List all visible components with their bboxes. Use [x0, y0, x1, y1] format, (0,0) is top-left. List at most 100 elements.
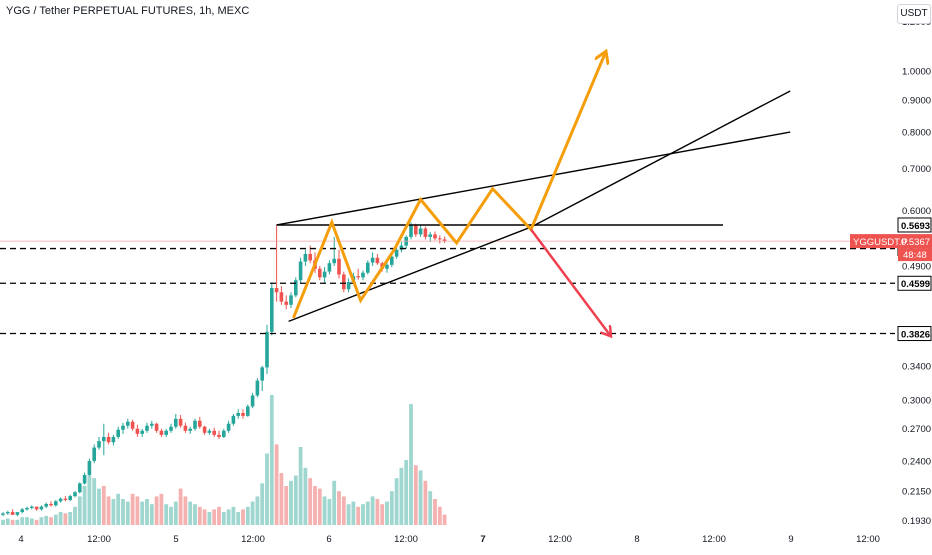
candle-body	[150, 423, 154, 426]
candle-body	[159, 430, 164, 435]
volume-bar	[1, 519, 5, 525]
candle-body	[15, 512, 20, 515]
candle-body	[346, 282, 351, 290]
volume-bar	[77, 496, 82, 525]
y-tick-label: 0.8000	[902, 128, 931, 139]
candle-body	[255, 380, 260, 396]
candle-body	[102, 436, 106, 442]
volume-bar	[178, 488, 183, 525]
volume-bar	[73, 506, 77, 525]
last-price-tag	[850, 234, 932, 249]
volume-bar	[140, 501, 145, 525]
volume-bar	[423, 480, 428, 525]
candle-body	[207, 430, 212, 433]
x-tick-label: 12:00	[856, 534, 880, 545]
candle-body	[202, 426, 207, 433]
volume-bar	[428, 491, 433, 525]
candle-body	[154, 423, 159, 431]
candle-body	[92, 447, 96, 461]
volume-bar	[207, 512, 212, 525]
volume-bar	[341, 496, 346, 525]
volume-bar	[145, 499, 149, 525]
x-tick-label: 7	[480, 534, 485, 545]
candle-body	[342, 274, 346, 290]
y-tick-label: 0.1930	[902, 516, 931, 527]
volume-bar	[409, 404, 413, 525]
candle-body	[188, 428, 192, 431]
candle-body	[63, 498, 68, 500]
price-label-text: 0.5693	[901, 221, 930, 232]
volume-bar	[231, 506, 236, 525]
candle-body	[116, 429, 120, 437]
y-tick-label: 0.6000	[902, 206, 931, 217]
candle-body	[260, 367, 264, 381]
volume-bar	[5, 518, 10, 525]
candle-body	[111, 436, 116, 443]
volume-bar	[159, 493, 164, 525]
candle-body	[226, 423, 231, 431]
orange-projection-path	[292, 53, 605, 319]
volume-bar	[289, 480, 293, 525]
volume-bar	[97, 488, 101, 525]
volume-bar	[164, 504, 169, 525]
y-tick-label: 0.2150	[902, 486, 931, 497]
volume-bar	[130, 493, 135, 525]
volume-bar	[332, 480, 337, 525]
candle-body	[1, 513, 5, 515]
volume-bar	[87, 475, 92, 525]
volume-bar	[433, 499, 437, 525]
candle-body	[274, 288, 279, 293]
candle-body	[212, 430, 216, 435]
candle-body	[193, 420, 197, 429]
candle-body	[414, 225, 418, 235]
volume-bar	[437, 506, 442, 525]
volume-bar	[394, 478, 399, 525]
candle-body	[303, 253, 308, 262]
volume-bar	[298, 447, 303, 525]
volume-bar	[183, 496, 188, 525]
volume-bar	[63, 513, 68, 525]
volume-bar	[236, 512, 241, 525]
volume-bar	[255, 496, 260, 525]
volume-bar	[226, 509, 231, 525]
x-tick-label: 4	[18, 534, 23, 545]
currency-button[interactable]: USDT	[897, 4, 931, 24]
volume-bar	[356, 506, 361, 525]
candle-body	[385, 264, 389, 269]
volume-bar	[351, 501, 356, 525]
candle-body	[25, 507, 29, 510]
candle-body	[178, 418, 183, 426]
candle-body	[231, 415, 236, 424]
volume-bar	[221, 512, 226, 525]
volume-bar	[361, 504, 365, 525]
y-tick-label: 1.0000	[902, 67, 931, 78]
candle-body	[308, 253, 312, 261]
candle-body	[438, 238, 442, 240]
x-tick-label: 5	[173, 534, 178, 545]
x-tick-label: 12:00	[394, 534, 418, 545]
volume-bar	[188, 501, 193, 525]
volume-bar	[135, 496, 140, 525]
candle-body	[265, 331, 269, 368]
candle-body	[49, 503, 53, 506]
volume-bar	[260, 483, 265, 525]
y-tick-label: 0.3000	[902, 395, 931, 406]
candle-body	[399, 245, 404, 250]
volume-bar	[106, 496, 111, 525]
volume-bar	[337, 491, 341, 525]
volume-bar	[293, 475, 298, 525]
volume-bar	[303, 467, 308, 525]
y-tick-label: 0.2700	[902, 424, 931, 435]
candle-body	[135, 428, 140, 434]
x-tick-label: 8	[634, 534, 639, 545]
x-tick-label: 12:00	[87, 534, 111, 545]
candle-body	[10, 512, 15, 515]
candle-body	[418, 228, 423, 235]
volume-bar	[44, 515, 49, 525]
candle-body	[428, 234, 432, 237]
volume-bar	[308, 478, 313, 525]
countdown-box	[898, 248, 932, 262]
candle-body	[140, 430, 144, 434]
